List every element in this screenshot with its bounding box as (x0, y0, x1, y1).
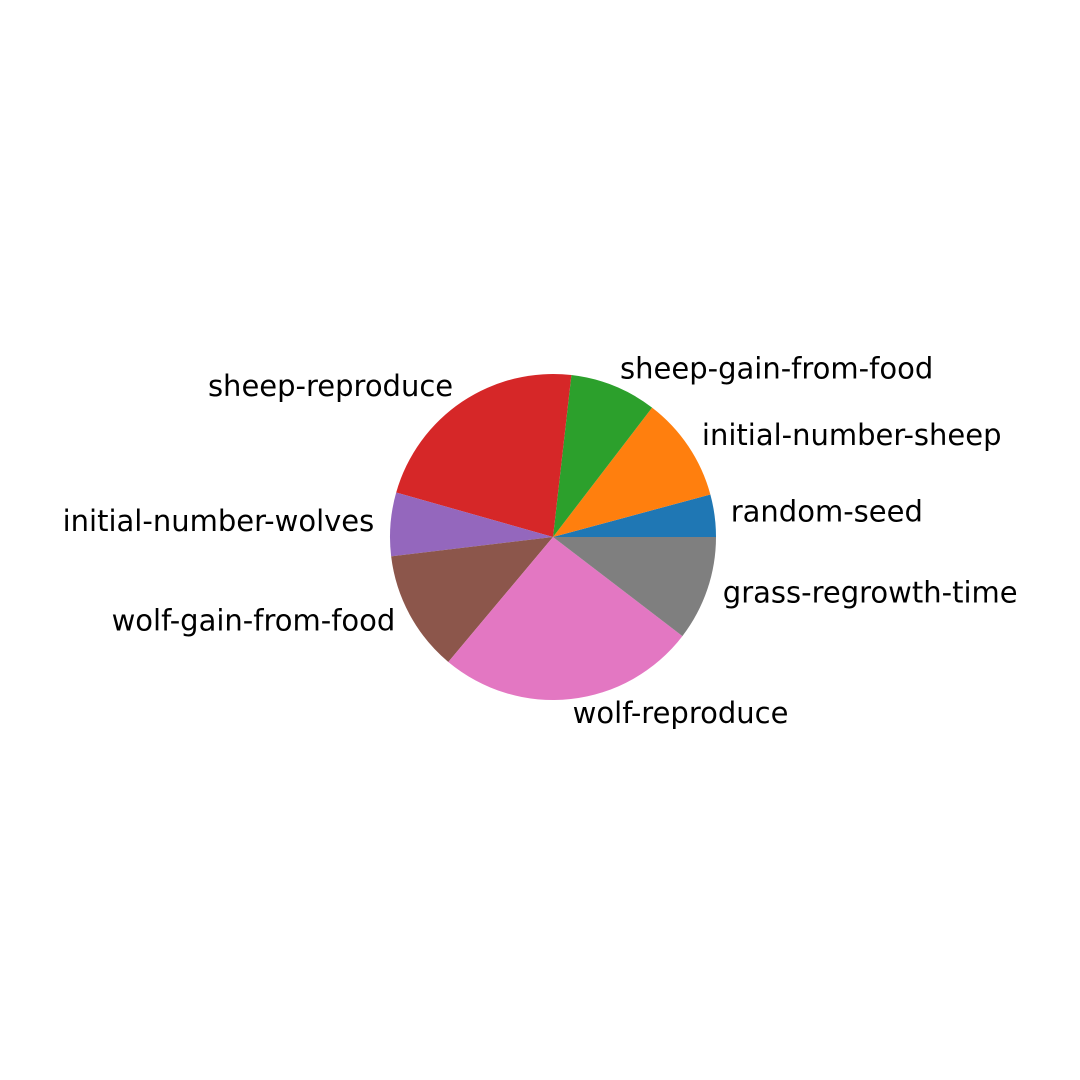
pie-slice-random-seed (553, 494, 717, 537)
pie-slice-grass-regrowth-time (553, 537, 716, 637)
pie-slice-sheep-reproduce (396, 373, 572, 537)
pie-labels: random-seed initial-number-sheep sheep-gai… (63, 352, 1018, 731)
pie-label-initial-number-wolves: initial-number-wolves (63, 504, 375, 538)
pie-label-wolf-reproduce: wolf-reproduce (573, 696, 789, 730)
pie-label-wolf-gain-from-food: wolf-gain-from-food (112, 603, 396, 637)
pie-slice-sheep-gain-from-food (553, 375, 653, 537)
pie-slices (390, 373, 717, 701)
pie-label-sheep-reproduce: sheep-reproduce (208, 369, 453, 403)
pie-label-sheep-gain-from-food: sheep-gain-from-food (620, 352, 933, 386)
pie-slice-initial-number-sheep (553, 407, 711, 537)
pie-label-initial-number-sheep: initial-number-sheep (702, 418, 1002, 452)
pie-label-random-seed: random-seed (731, 494, 923, 528)
pie-slice-wolf-gain-from-food (391, 537, 553, 662)
pie-slice-initial-number-wolves (390, 492, 553, 557)
pie-slice-wolf-reproduce (448, 537, 683, 701)
pie-label-grass-regrowth-time: grass-regrowth-time (723, 576, 1018, 610)
